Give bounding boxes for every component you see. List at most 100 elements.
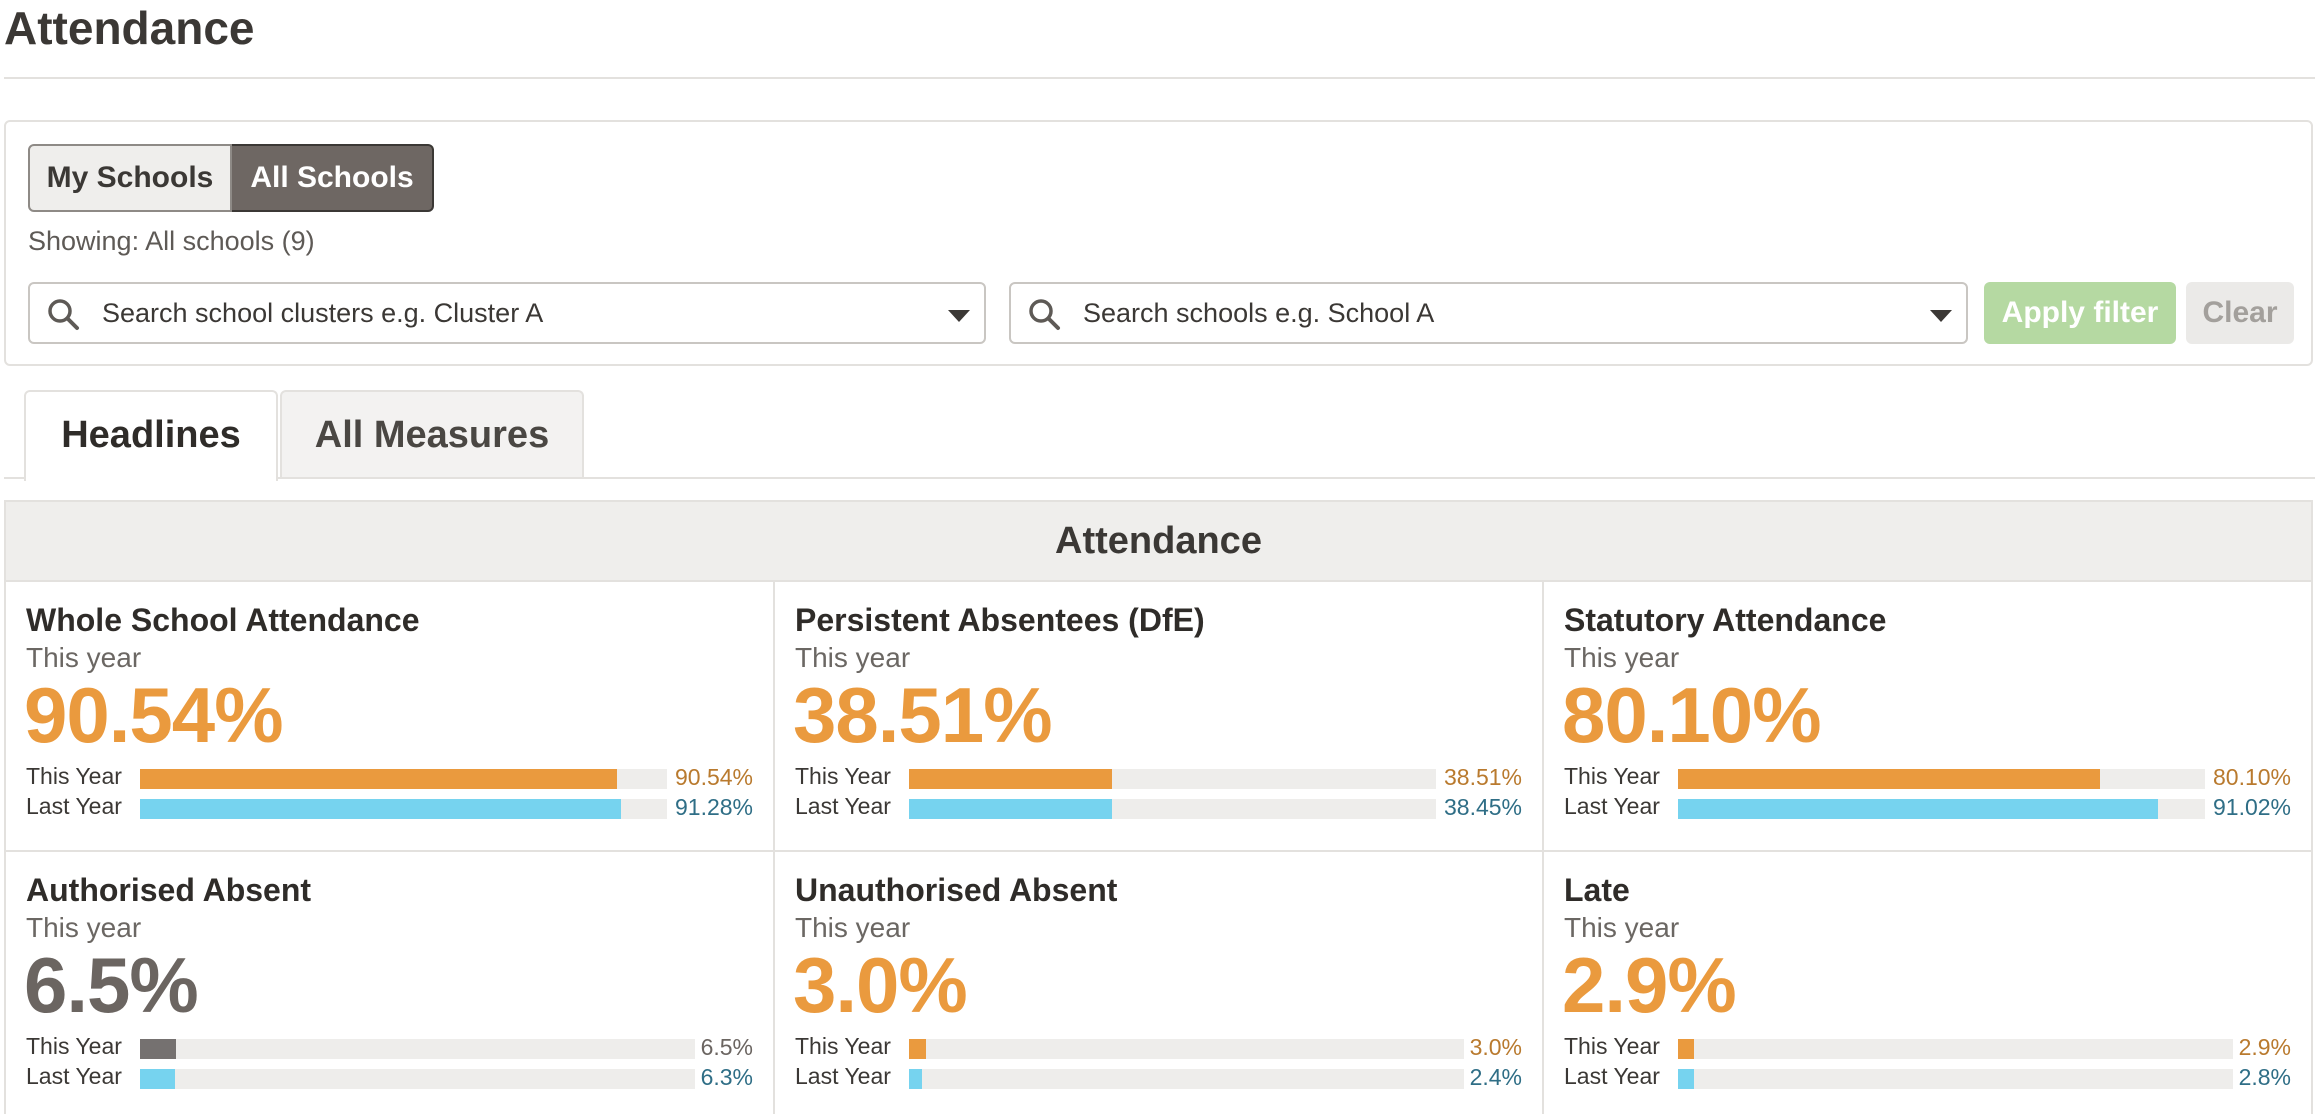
metric-card-whole-school-attendance: Whole School Attendance This year 90.54% Th…	[6, 582, 775, 852]
title-divider	[4, 77, 2315, 79]
last-year-bar-row: Last Year 91.28%	[26, 793, 753, 820]
last-year-bar	[1678, 799, 2158, 819]
metric-title: Whole School Attendance	[26, 602, 420, 638]
this-year-bar-track	[909, 769, 1436, 789]
last-year-value: 2.8%	[2238, 1064, 2291, 1090]
metric-value: 90.54%	[24, 671, 284, 759]
this-year-label: This Year	[795, 763, 891, 789]
last-year-bar-row: Last Year 2.4%	[795, 1063, 1522, 1090]
my-schools-button[interactable]: My Schools	[28, 144, 232, 212]
last-year-label: Last Year	[795, 1063, 891, 1089]
this-year-label: This Year	[1564, 763, 1660, 789]
last-year-bar-row: Last Year 2.8%	[1564, 1063, 2291, 1090]
chevron-down-icon[interactable]	[948, 310, 970, 322]
this-year-bar-track	[1678, 769, 2205, 789]
metric-card-statutory-attendance: Statutory Attendance This year 80.10% This …	[1544, 582, 2311, 852]
last-year-bar-row: Last Year 38.45%	[795, 793, 1522, 820]
metric-subtitle: This year	[795, 912, 911, 943]
this-year-bar-track	[140, 769, 667, 789]
tabs-divider	[4, 477, 2315, 479]
this-year-value: 6.5%	[700, 1034, 753, 1060]
school-search-select[interactable]: Search schools e.g. School A	[1009, 282, 1968, 344]
this-year-bar-track	[1678, 1039, 2233, 1059]
metric-subtitle: This year	[26, 912, 142, 943]
last-year-bar	[140, 1069, 175, 1089]
this-year-label: This Year	[795, 1033, 891, 1059]
metric-title: Persistent Absentees (DfE)	[795, 602, 1205, 638]
metric-value: 2.9%	[1562, 941, 1737, 1029]
cluster-search-select[interactable]: Search school clusters e.g. Cluster A	[28, 282, 986, 344]
this-year-label: This Year	[26, 1033, 122, 1059]
this-year-bar	[909, 769, 1112, 789]
this-year-value: 90.54%	[674, 764, 753, 790]
metric-subtitle: This year	[1564, 642, 1680, 673]
metric-title: Statutory Attendance	[1564, 602, 1887, 638]
this-year-bar	[140, 769, 618, 789]
chevron-down-icon[interactable]	[1930, 310, 1952, 322]
last-year-value: 91.28%	[674, 794, 753, 820]
last-year-label: Last Year	[795, 793, 891, 819]
showing-text: Showing: All schools (9)	[28, 226, 315, 256]
last-year-bar	[909, 799, 1112, 819]
last-year-label: Last Year	[1564, 1063, 1660, 1089]
all-schools-button[interactable]: All Schools	[232, 144, 434, 212]
metric-value: 38.51%	[793, 671, 1053, 759]
attendance-panel: Attendance Whole School Attendance This y…	[4, 500, 2313, 1114]
attendance-header: Attendance	[6, 502, 2311, 582]
this-year-bar	[1678, 1039, 1695, 1059]
this-year-bar-track	[909, 1039, 1464, 1059]
clear-button[interactable]: Clear	[2186, 282, 2294, 344]
last-year-label: Last Year	[1564, 793, 1660, 819]
metric-card-unauthorised-absent: Unauthorised Absent This year 3.0% This Yea…	[775, 852, 1544, 1114]
last-year-bar-track	[1678, 799, 2205, 819]
tab-all-measures[interactable]: All Measures	[280, 390, 584, 479]
school-search-placeholder: Search schools e.g. School A	[1083, 298, 1435, 328]
last-year-value: 91.02%	[2212, 794, 2291, 820]
last-year-bar	[1678, 1069, 1694, 1089]
metric-value: 3.0%	[793, 941, 968, 1029]
this-year-bar-row: This Year 38.51%	[795, 763, 1522, 790]
metric-title: Authorised Absent	[26, 872, 312, 908]
last-year-bar-track	[140, 799, 667, 819]
this-year-label: This Year	[26, 763, 122, 789]
last-year-bar	[909, 1069, 923, 1089]
tab-headlines[interactable]: Headlines	[24, 390, 278, 481]
metric-title: Unauthorised Absent	[795, 872, 1118, 908]
apply-filter-button[interactable]: Apply filter	[1984, 282, 2176, 344]
metric-subtitle: This year	[1564, 912, 1680, 943]
this-year-value: 2.9%	[2238, 1034, 2291, 1060]
metric-card-authorised-absent: Authorised Absent This year 6.5% This Year 6…	[6, 852, 775, 1114]
this-year-bar-row: This Year 6.5%	[26, 1033, 753, 1060]
last-year-bar-track	[909, 799, 1436, 819]
this-year-bar-row: This Year 3.0%	[795, 1033, 1522, 1060]
attendance-card-grid: Whole School Attendance This year 90.54% Th…	[6, 582, 2311, 1114]
this-year-label: This Year	[1564, 1033, 1660, 1059]
metric-value: 6.5%	[24, 941, 199, 1029]
metric-title: Late	[1564, 872, 1630, 908]
this-year-bar-track	[140, 1039, 695, 1059]
last-year-bar-track	[909, 1069, 1464, 1089]
this-year-value: 38.51%	[1443, 764, 1522, 790]
last-year-label: Last Year	[26, 793, 122, 819]
school-scope-toggle: My Schools All Schools	[28, 144, 434, 212]
metric-card-persistent-absentees-dfe: Persistent Absentees (DfE) This year 38.51…	[775, 582, 1544, 852]
filter-panel: My Schools All Schools Showing: All scho…	[4, 120, 2313, 366]
last-year-value: 6.3%	[700, 1064, 753, 1090]
search-icon	[1029, 299, 1060, 330]
last-year-bar-track	[140, 1069, 695, 1089]
this-year-value: 80.10%	[2212, 764, 2291, 790]
last-year-value: 2.4%	[1469, 1064, 1522, 1090]
this-year-value: 3.0%	[1469, 1034, 1522, 1060]
this-year-bar	[140, 1039, 177, 1059]
metric-value: 80.10%	[1562, 671, 1822, 759]
cluster-search-placeholder: Search school clusters e.g. Cluster A	[102, 298, 544, 328]
last-year-bar-track	[1678, 1069, 2233, 1089]
last-year-value: 38.45%	[1443, 794, 1522, 820]
last-year-bar-row: Last Year 6.3%	[26, 1063, 753, 1090]
metric-subtitle: This year	[795, 642, 911, 673]
this-year-bar	[909, 1039, 926, 1059]
this-year-bar-row: This Year 90.54%	[26, 763, 753, 790]
this-year-bar-row: This Year 2.9%	[1564, 1033, 2291, 1060]
this-year-bar	[1678, 769, 2101, 789]
